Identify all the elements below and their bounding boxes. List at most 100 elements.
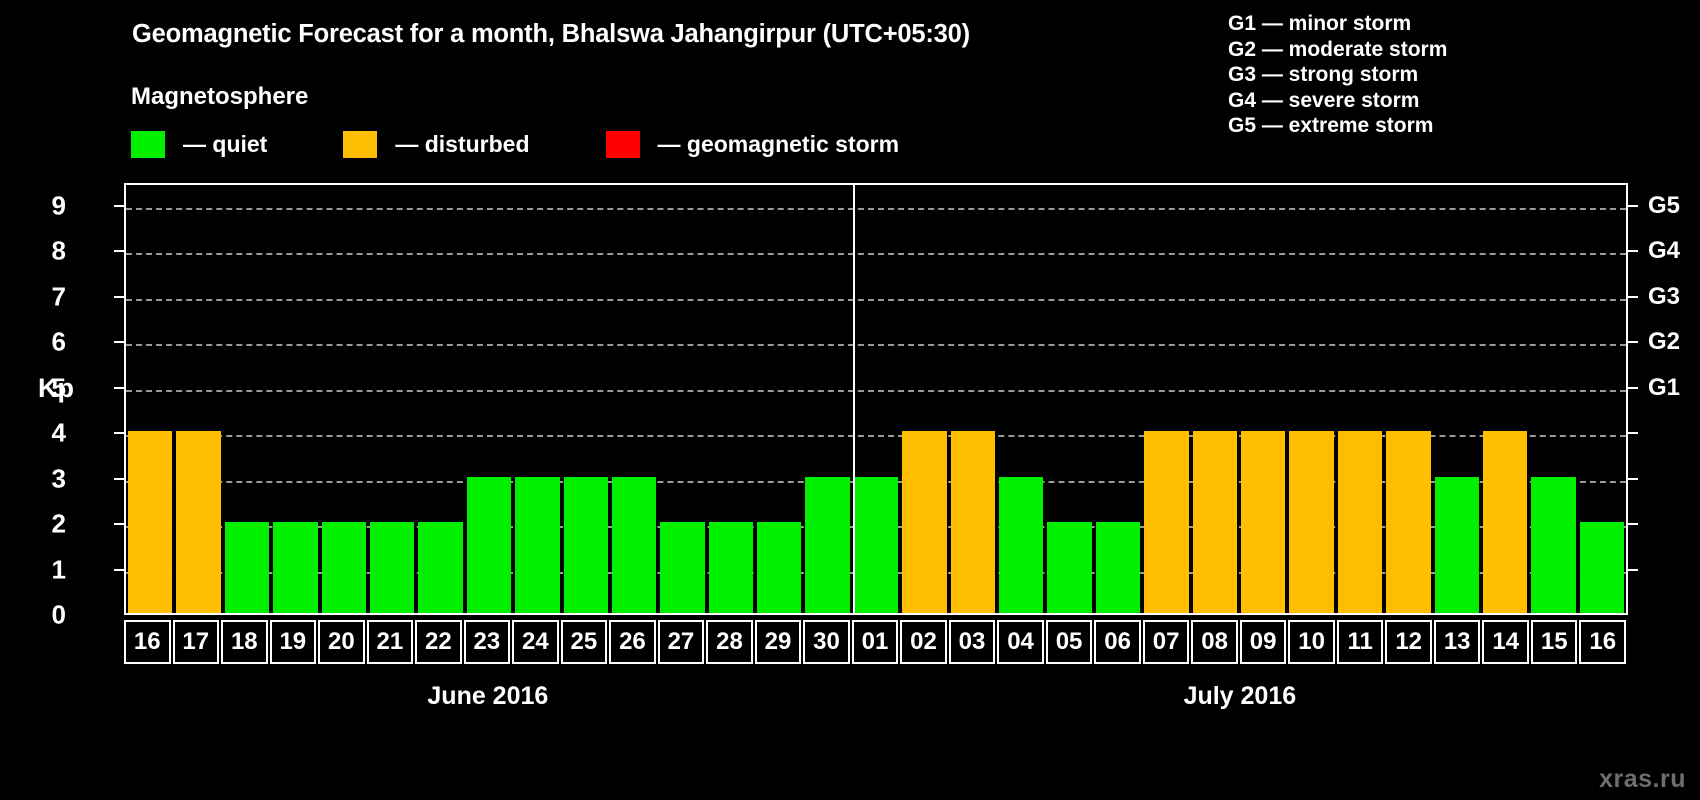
bar-07-kp-4 [1144, 431, 1189, 613]
g-tick-mark-minor-2 [1628, 523, 1638, 526]
bar-29-kp-2 [757, 522, 802, 613]
bar-11-kp-4 [1337, 431, 1383, 613]
y-axis-title: Kp [38, 373, 74, 403]
bar-cell [852, 185, 900, 613]
date-cell-30: 30 [803, 620, 850, 664]
gridline-kp-6 [126, 344, 1626, 347]
magnetosphere-label: Magnetosphere [131, 83, 309, 110]
bar-cell [1384, 185, 1432, 613]
bar-27-kp-2 [660, 522, 705, 613]
date-cell-02: 02 [900, 620, 947, 664]
bar-cell [658, 185, 706, 613]
bar-04-kp-3 [999, 476, 1044, 613]
month-caption-july: July 2016 [1183, 682, 1297, 710]
date-label: 13 [1443, 628, 1471, 655]
bar-cell [803, 185, 851, 613]
g-tick-label-g3: G3 [1648, 282, 1681, 310]
g-tick-mark-g4 [1628, 250, 1638, 253]
y-tick-mark-4 [114, 432, 124, 435]
date-cell-15: 15 [1530, 620, 1578, 664]
bar-18-kp-2 [224, 522, 270, 613]
y-tick-label-4: 4 [51, 417, 66, 448]
legend-swatch-disturbed-icon [343, 131, 378, 158]
bar-cell [1239, 185, 1287, 613]
date-label: 20 [327, 628, 355, 655]
bar-26-kp-3 [611, 476, 657, 613]
y-tick-label-9: 9 [51, 190, 66, 221]
y-tick-mark-9 [114, 204, 124, 207]
date-cell-16: 16 [124, 620, 171, 664]
y-tick-label-7: 7 [51, 281, 66, 312]
bar-cell [562, 185, 610, 613]
date-cell-24: 24 [512, 620, 559, 664]
date-label: 03 [958, 628, 986, 655]
bar-cell [1094, 185, 1142, 613]
gridline-kp-8 [126, 253, 1626, 256]
month-divider [852, 185, 855, 613]
bar-20-kp-2 [321, 522, 366, 613]
bar-30-kp-3 [805, 476, 850, 613]
bar-cell [126, 185, 174, 613]
legend-label-quiet: — quiet [183, 131, 268, 157]
bar-cell [949, 185, 997, 613]
date-label: 01 [861, 628, 889, 655]
bar-cell [1578, 185, 1626, 613]
legend-item-quiet: — quiet [131, 131, 267, 158]
bar-15-kp-3 [1531, 476, 1576, 613]
y-tick-label-1: 1 [51, 554, 66, 585]
date-label: 25 [570, 628, 598, 655]
y-tick-label-0: 0 [51, 599, 66, 630]
date-label: 27 [667, 628, 695, 655]
date-cell-16: 16 [1579, 620, 1626, 664]
date-cell-17: 17 [172, 620, 220, 664]
date-cell-06: 06 [1094, 620, 1141, 664]
date-cell-25: 25 [560, 620, 608, 664]
date-cell-07: 07 [1142, 620, 1190, 664]
date-label: 12 [1395, 628, 1423, 655]
date-label: 30 [813, 628, 840, 655]
bar-25-kp-3 [563, 476, 608, 613]
bar-cell [1433, 185, 1481, 613]
bar-09-kp-4 [1240, 431, 1286, 613]
date-cell-14: 14 [1482, 620, 1529, 664]
bar-16-kp-2 [1579, 522, 1625, 613]
g-tick-mark-minor-4 [1628, 432, 1638, 435]
date-cell-04: 04 [997, 620, 1044, 664]
gridline-kp-9 [126, 207, 1626, 210]
bar-cell [223, 185, 271, 613]
g-tick-label-g1: G1 [1648, 373, 1681, 401]
legend-swatch-storm-icon [605, 131, 640, 158]
y-tick-mark-2 [114, 523, 124, 526]
bar-cell [465, 185, 513, 613]
date-cell-05: 05 [1045, 620, 1093, 664]
g-tick-label-g5: G5 [1648, 191, 1681, 219]
g-scale-item-g3: G3 — strong storm [1228, 63, 1419, 86]
gridline-kp-5 [126, 389, 1626, 392]
g-tick-mark-g2 [1628, 341, 1638, 344]
bar-17-kp-4 [176, 431, 221, 613]
date-label: 29 [764, 628, 792, 655]
bar-cell [1336, 185, 1384, 613]
legend-item-storm: — geomagnetic storm [605, 131, 900, 158]
page-title: Geomagnetic Forecast for a month, Bhalsw… [132, 20, 970, 48]
bar-cell [900, 185, 948, 613]
legend-label-storm: — geomagnetic storm [657, 131, 900, 157]
date-cell-01: 01 [851, 620, 899, 664]
bar-24-kp-3 [515, 476, 560, 613]
y-tick-label-3: 3 [51, 463, 66, 494]
y-tick-mark-7 [114, 295, 124, 298]
g-tick-mark-g1 [1628, 386, 1638, 389]
bar-13-kp-3 [1434, 476, 1479, 613]
date-label: 21 [376, 628, 404, 655]
y-tick-label-6: 6 [51, 326, 66, 357]
date-cell-12: 12 [1385, 620, 1432, 664]
date-label: 15 [1540, 628, 1568, 655]
g-tick-label-g2: G2 [1648, 328, 1681, 356]
date-cell-27: 27 [657, 620, 705, 664]
bar-03-kp-4 [950, 431, 996, 613]
g-scale-item-g2: G2 — moderate storm [1228, 37, 1448, 61]
date-label: 05 [1055, 628, 1083, 655]
bar-02-kp-4 [902, 431, 947, 613]
y-tick-label-2: 2 [51, 508, 66, 539]
bar-10-kp-4 [1289, 431, 1334, 613]
